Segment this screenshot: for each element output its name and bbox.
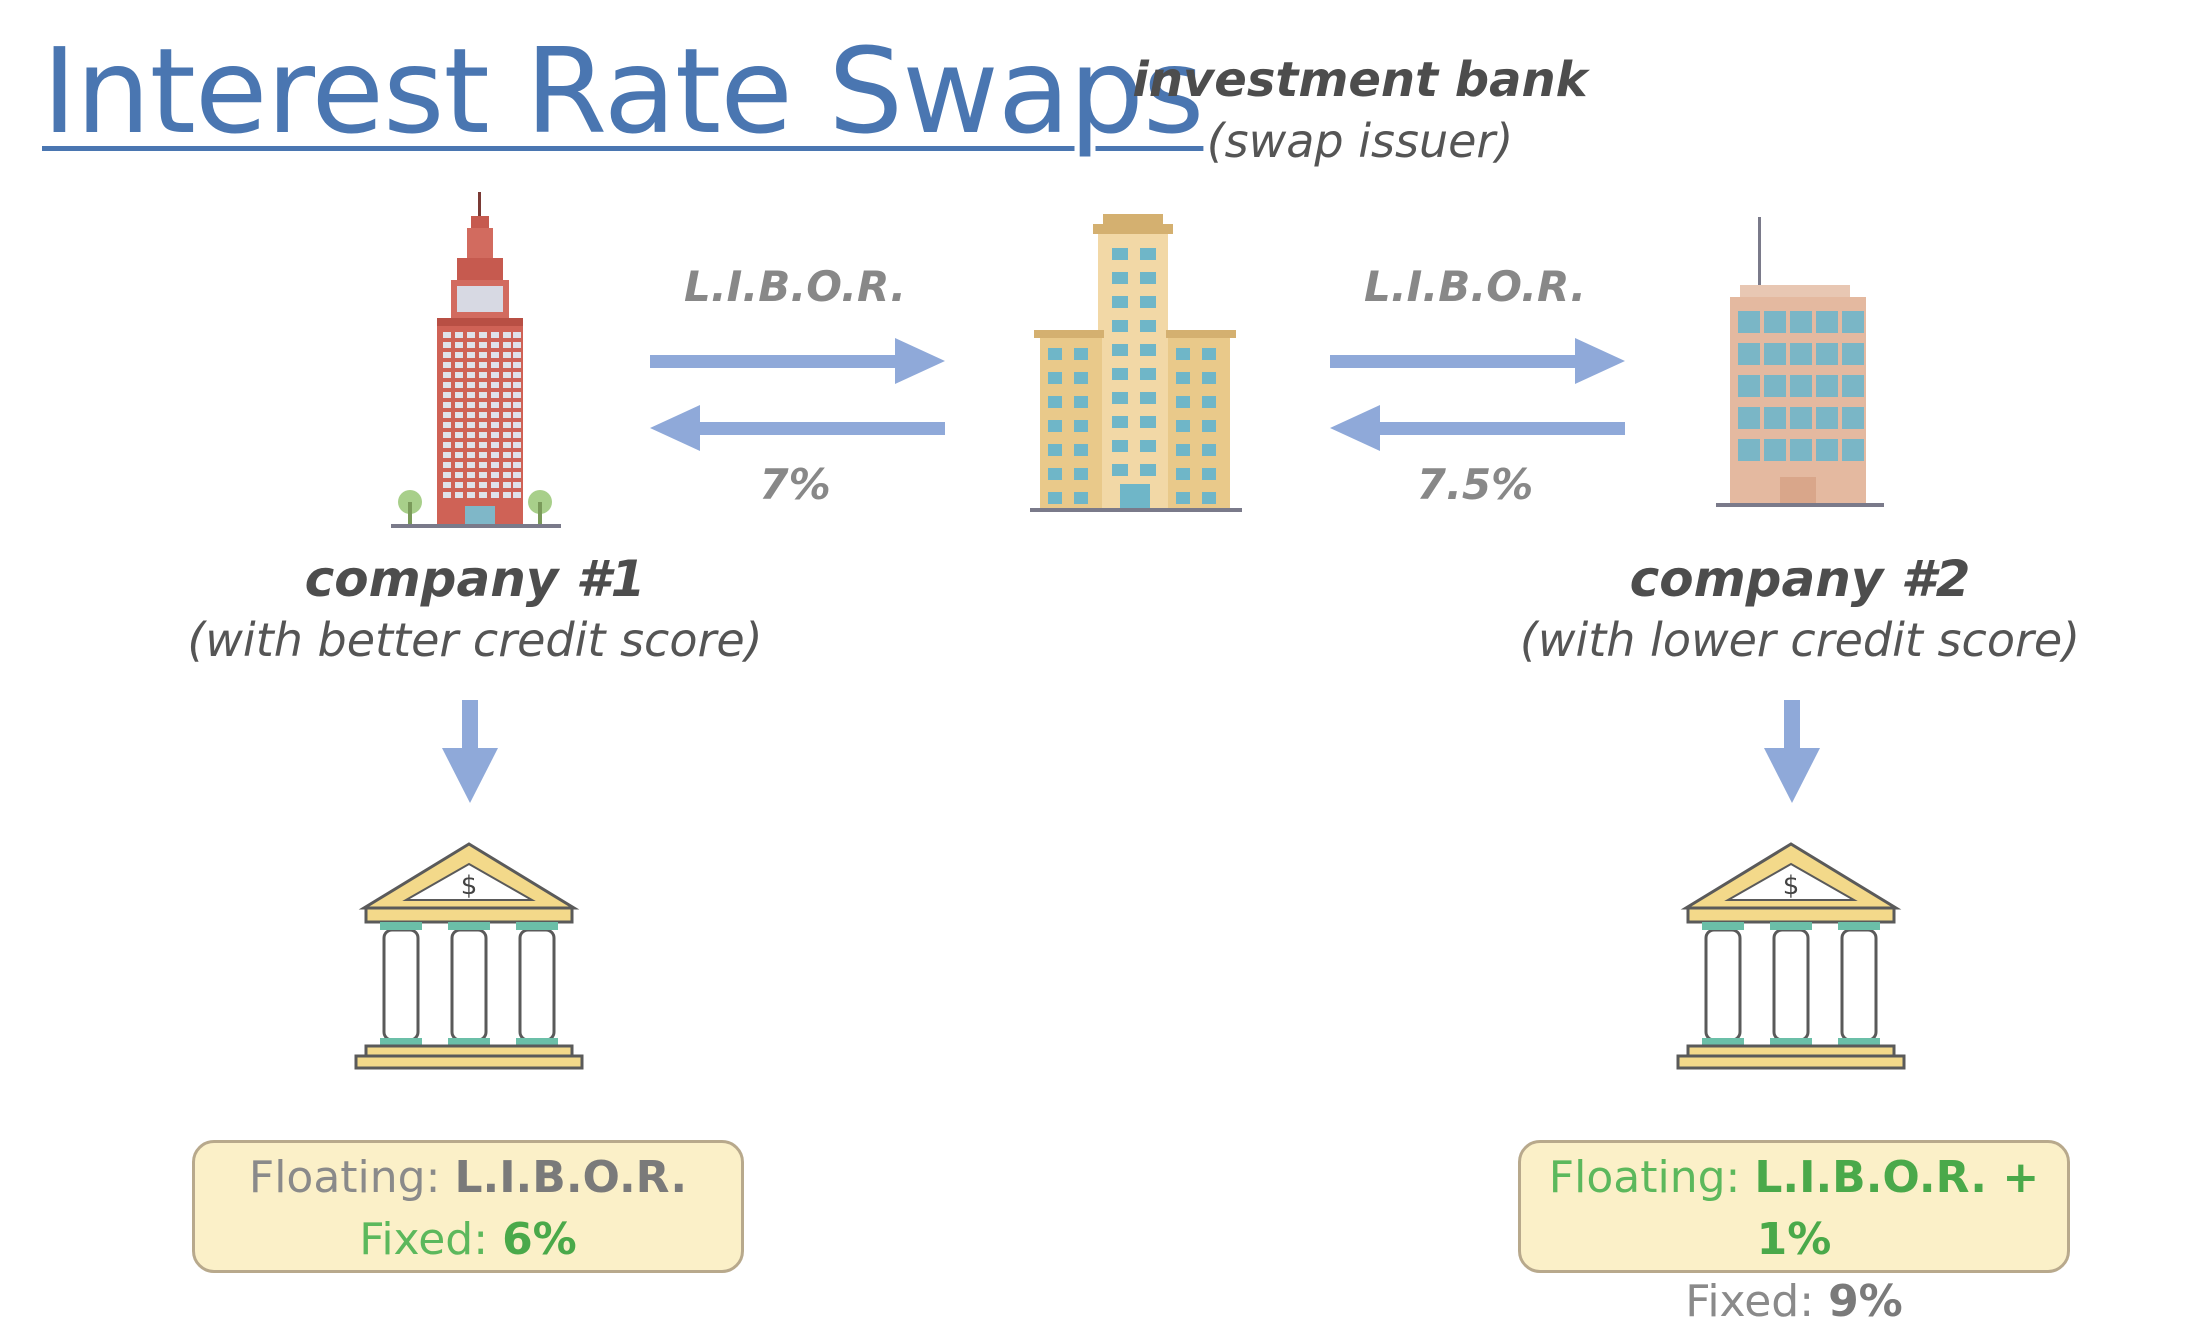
page-title: Interest Rate Swaps <box>42 22 1204 160</box>
c2-to-bank-label: 7.5% <box>1416 460 1534 509</box>
floating-value: L.I.B.O.R. <box>454 1152 688 1203</box>
company2-floating-rate: Floating: L.I.B.O.R. + 1% <box>1521 1147 2067 1271</box>
bank-to-c2-label: L.I.B.O.R. <box>1363 262 1587 311</box>
company2-subtitle: (with lower credit score) <box>1519 613 2081 667</box>
c1-to-bank-arrow <box>650 338 945 384</box>
company1-rates-box: Floating: L.I.B.O.R. Fixed: 6% <box>192 1140 744 1273</box>
company2-rates-box: Floating: L.I.B.O.R. + 1% Fixed: 9% <box>1518 1140 2070 1327</box>
svg-text:$: $ <box>461 871 478 901</box>
investment-bank-name: investment bank <box>1132 52 1588 108</box>
svg-text:$: $ <box>1783 871 1800 901</box>
company1-down-arrow <box>442 700 498 803</box>
fixed-label: Fixed: <box>1685 1276 1815 1327</box>
company1-fixed-rate: Fixed: 6% <box>195 1209 741 1271</box>
fixed-label: Fixed: <box>359 1214 489 1265</box>
blue-glass-office-icon <box>1716 217 1884 507</box>
company2-down-arrow <box>1764 700 1820 803</box>
bank-dollar-temple-icon: $ <box>354 842 584 1070</box>
company2-name: company #2 <box>1629 550 1971 608</box>
floating-value: L.I.B.O.R. + 1% <box>1754 1152 2040 1265</box>
company1-subtitle: (with better credit score) <box>187 613 763 667</box>
company2-fixed-rate: Fixed: 9% <box>1521 1271 2067 1333</box>
company1-floating-rate: Floating: L.I.B.O.R. <box>195 1147 741 1209</box>
floating-label: Floating: <box>248 1152 441 1203</box>
floating-label: Floating: <box>1548 1152 1741 1203</box>
company1-name: company #1 <box>304 550 646 608</box>
bank-to-c1-arrow <box>650 405 945 451</box>
fixed-value: 6% <box>502 1214 577 1265</box>
bank-to-c2-arrow <box>1330 338 1625 384</box>
investment-bank-subtitle: (swap issuer) <box>1206 114 1514 168</box>
bank-to-c1-label: 7% <box>759 460 831 509</box>
c1-to-bank-label: L.I.B.O.R. <box>683 262 907 311</box>
c2-to-bank-arrow <box>1330 405 1625 451</box>
bank-dollar-temple-icon: $ <box>1676 842 1906 1070</box>
fixed-value: 9% <box>1828 1276 1903 1327</box>
tan-office-building-icon <box>1030 214 1242 512</box>
red-skyscraper-icon <box>391 192 561 528</box>
